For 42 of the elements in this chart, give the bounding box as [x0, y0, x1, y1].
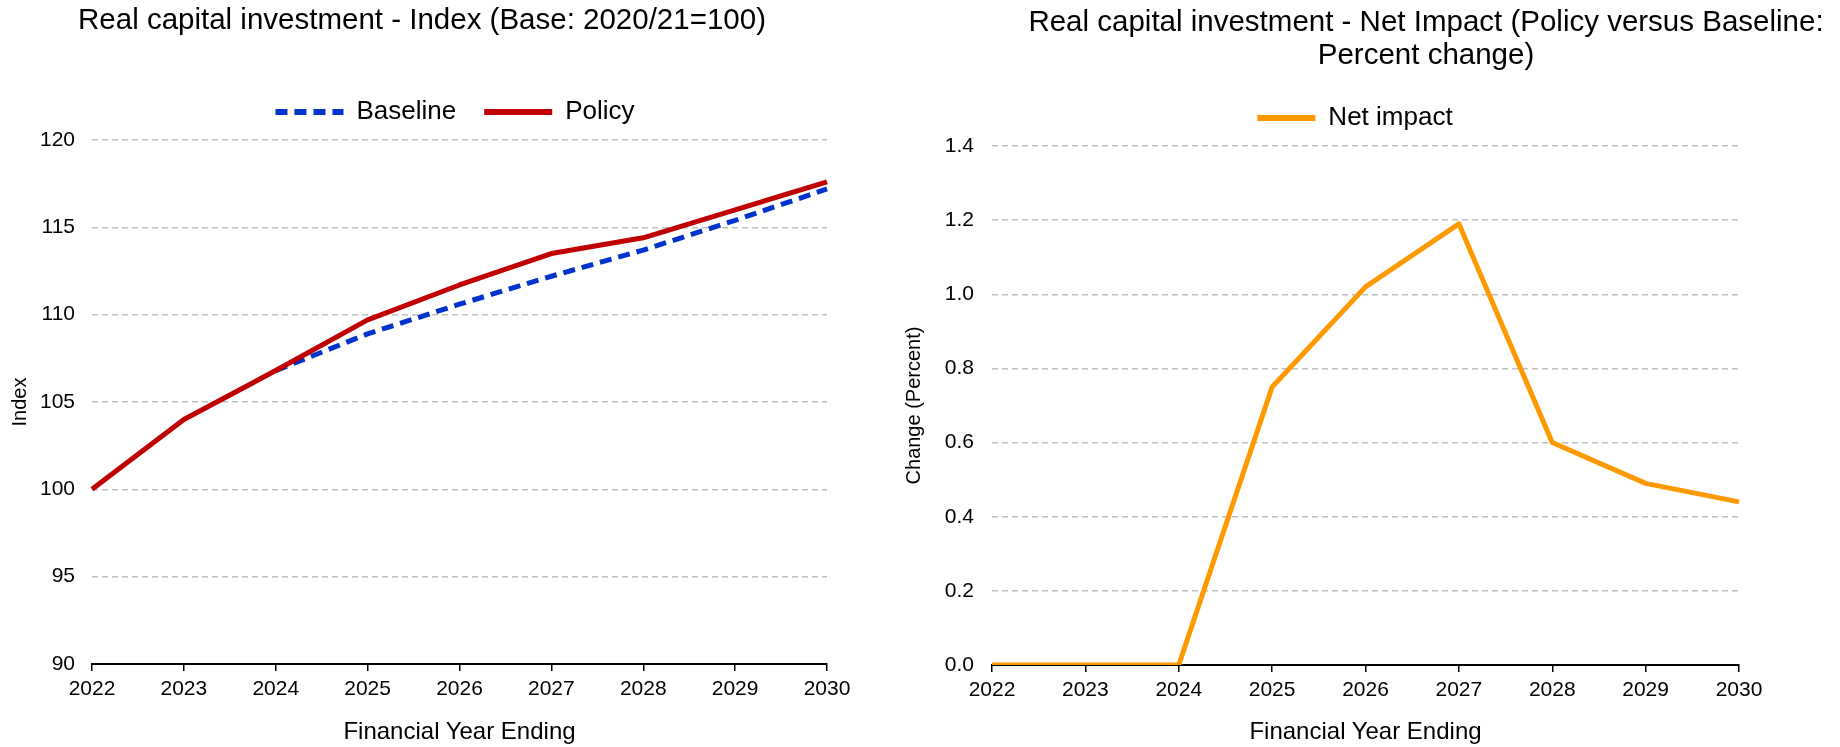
y-tick-label: 120 [39, 126, 75, 150]
x-tick-label: 2026 [1342, 677, 1389, 701]
legend-label: Net impact [1328, 101, 1454, 132]
y-tick-label: 1.4 [944, 132, 975, 156]
x-tick-label: 2024 [252, 676, 300, 700]
y-tick-label: 90 [51, 650, 75, 674]
y-tick-label: 0.4 [944, 503, 975, 527]
y-tick-label: 0.0 [944, 651, 974, 675]
y-tick-label: 0.2 [944, 577, 974, 601]
y-tick-label: 1.2 [944, 206, 974, 230]
x-tick-label: 2025 [1248, 677, 1296, 701]
y-tick-label: 115 [41, 214, 75, 238]
x-tick-label: 2026 [436, 676, 483, 700]
x-tick-label: 2022 [968, 677, 1016, 701]
y-tick-label: 1.0 [944, 281, 974, 305]
x-tick-label: 2027 [1435, 677, 1483, 701]
y-tick-label: 105 [39, 388, 75, 412]
x-tick-label: 2029 [711, 676, 759, 700]
x-axis-title: Financial Year Ending [1249, 717, 1482, 745]
y-tick-label: 95 [51, 563, 75, 587]
y-tick-label: 0.8 [944, 355, 974, 379]
x-tick-label: 2028 [619, 676, 667, 700]
y-tick-label: 110 [41, 301, 75, 325]
y-tick-label: 100 [39, 476, 75, 500]
y-tick-label: 0.6 [944, 429, 974, 453]
chart-title: Real capital investment - Index (Base: 2020/21=100) [77, 2, 767, 35]
x-tick-label: 2023 [160, 676, 208, 700]
x-tick-label: 2028 [1528, 677, 1576, 701]
y-axis-title: Index [7, 377, 30, 427]
legend-label: Baseline [356, 95, 457, 126]
x-tick-label: 2030 [1715, 677, 1763, 701]
x-tick-label: 2027 [528, 676, 575, 700]
x-tick-label: 2023 [1062, 677, 1109, 701]
y-axis-title: Change (Percent) [901, 326, 924, 485]
legend-label: Policy [565, 95, 635, 126]
x-tick-label: 2025 [344, 676, 391, 700]
x-tick-label: 2022 [68, 676, 116, 700]
x-axis-title: Financial Year Ending [343, 717, 576, 745]
chart-title: Real capital investment - Net Impact (Policy versus Baseline: Percent change) [1027, 4, 1825, 70]
x-tick-label: 2024 [1155, 677, 1203, 701]
x-tick-label: 2029 [1622, 677, 1669, 701]
x-tick-label: 2030 [803, 676, 851, 700]
